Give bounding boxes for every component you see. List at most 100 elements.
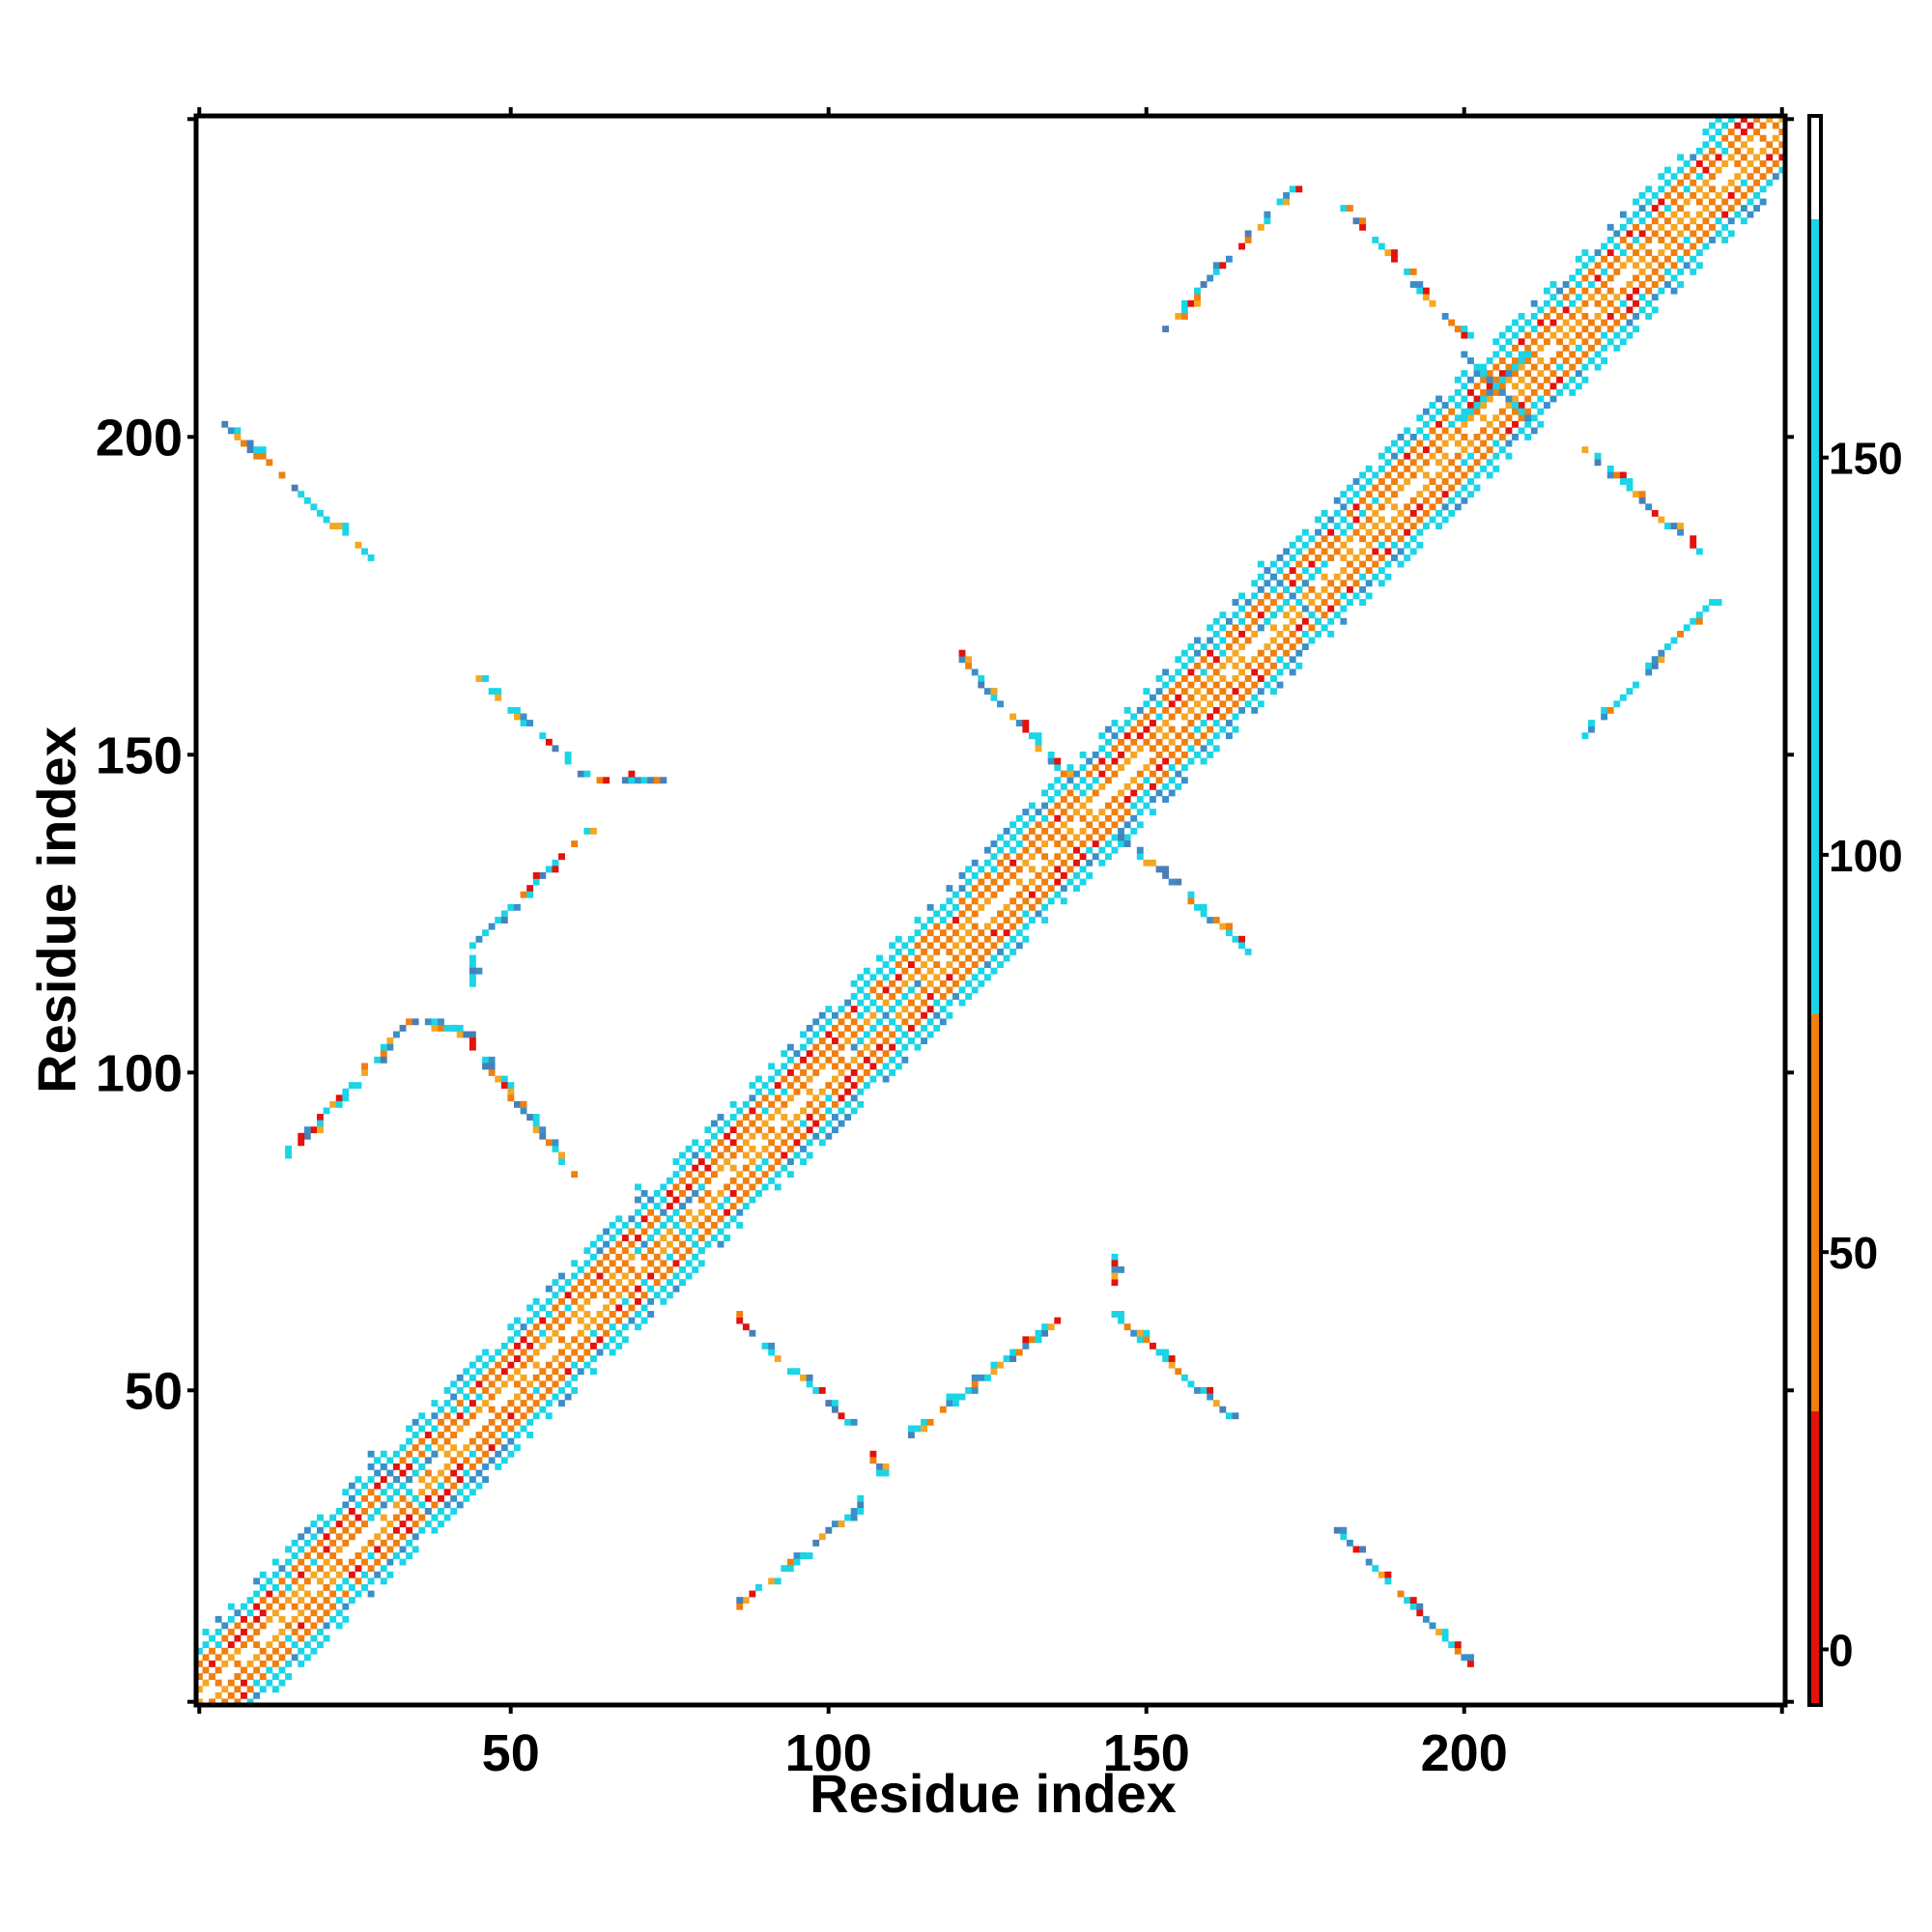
diagonal-cell: [1601, 306, 1608, 314]
x-axis-title: Residue index: [810, 1763, 1177, 1824]
diagonal-cell: [1715, 141, 1722, 149]
contact-cell: [800, 1374, 807, 1381]
diagonal-cell: [469, 1463, 476, 1470]
contact-cell: [1054, 1317, 1062, 1324]
diagonal-cell: [1619, 299, 1627, 307]
diagonal-cell: [552, 1393, 559, 1401]
contact-cell: [1346, 205, 1353, 212]
diagonal-cell: [933, 986, 941, 994]
diagonal-cell: [1645, 185, 1653, 193]
diagonal-cell: [1104, 764, 1112, 772]
diagonal-cell: [1283, 560, 1291, 568]
contact-cell: [1626, 688, 1634, 696]
diagonal-cell: [1695, 198, 1703, 206]
contact-cell: [806, 1374, 813, 1381]
diagonal-cell: [1130, 713, 1138, 721]
diagonal-cell: [520, 1387, 527, 1394]
diagonal-cell: [717, 1215, 724, 1223]
diagonal-cell: [1601, 344, 1608, 352]
diagonal-cell: [1645, 237, 1653, 243]
contact-cell: [1289, 185, 1296, 193]
diagonal-cell: [443, 1425, 451, 1433]
contact-cell: [1136, 1329, 1144, 1337]
diagonal-cell: [1066, 802, 1074, 810]
diagonal-cell: [1225, 706, 1233, 714]
diagonal-cell: [800, 1069, 807, 1076]
diagonal-cell: [202, 1629, 210, 1635]
diagonal-cell: [997, 923, 1004, 930]
diagonal-cell: [475, 1432, 483, 1438]
diagonal-cell: [952, 954, 959, 962]
diagonal-cell: [800, 1145, 807, 1152]
diagonal-cell: [520, 1412, 527, 1420]
diagonal-cell: [1340, 516, 1348, 524]
diagonal-cell: [895, 1037, 902, 1044]
diagonal-cell: [285, 1571, 292, 1578]
contact-cell: [1606, 465, 1614, 472]
contact-cell: [1454, 1641, 1462, 1649]
diagonal-cell: [298, 1571, 305, 1578]
diagonal-cell: [1429, 516, 1436, 524]
diagonal-cell: [342, 1603, 350, 1610]
diagonal-cell: [666, 1292, 673, 1299]
diagonal-cell: [495, 1463, 502, 1470]
diagonal-cell: [571, 1272, 579, 1280]
diagonal-cell: [507, 1437, 515, 1445]
diagonal-cell: [1212, 643, 1220, 651]
diagonal-cell: [596, 1247, 604, 1255]
diagonal-cell: [939, 929, 947, 937]
contact-cell: [914, 1425, 922, 1433]
diagonal-cell: [1747, 160, 1754, 167]
diagonal-cell: [1378, 554, 1385, 561]
diagonal-cell: [882, 1024, 890, 1032]
diagonal-cell: [596, 1285, 604, 1293]
diagonal-cell: [1283, 548, 1291, 555]
diagonal-cell: [1073, 834, 1080, 841]
diagonal-cell: [666, 1190, 673, 1197]
diagonal-cell: [1404, 427, 1411, 435]
contact-cell: [500, 910, 508, 918]
diagonal-cell: [781, 1164, 788, 1172]
diagonal-cell: [469, 1400, 476, 1407]
diagonal-cell: [1575, 331, 1582, 339]
diagonal-cell: [921, 961, 927, 969]
diagonal-cell: [234, 1622, 242, 1630]
cluster-cell: [1461, 351, 1468, 358]
contact-cell: [495, 688, 502, 696]
diagonal-cell: [1740, 191, 1747, 199]
diagonal-cell: [812, 1043, 820, 1051]
contact-cell: [488, 1069, 496, 1076]
diagonal-cell: [1683, 211, 1690, 218]
diagonal-cell: [781, 1050, 788, 1058]
diagonal-cell: [1569, 363, 1577, 371]
cluster-cell: [431, 1514, 439, 1521]
diagonal-cell: [1187, 720, 1195, 726]
diagonal-cell: [1606, 338, 1614, 346]
contact-cell: [514, 903, 521, 911]
diagonal-cell: [1359, 471, 1367, 479]
diagonal-cell: [838, 1006, 845, 1013]
diagonal-cell: [367, 1476, 375, 1483]
diagonal-cell: [857, 1075, 865, 1083]
contact-cell: [1372, 237, 1379, 243]
diagonal-cell: [1092, 814, 1099, 822]
diagonal-cell: [1104, 738, 1112, 746]
contact-cell: [303, 1132, 311, 1140]
diagonal-cell: [1549, 357, 1557, 364]
diagonal-cell: [806, 1063, 813, 1070]
diagonal-cell: [1492, 452, 1500, 460]
diagonal-cell: [424, 1494, 432, 1502]
diagonal-cell: [660, 1247, 668, 1255]
contact-cell: [1187, 891, 1195, 898]
diagonal-cell: [1150, 732, 1156, 740]
diagonal-cell: [1638, 191, 1646, 199]
diagonal-cell: [710, 1132, 718, 1140]
diagonal-cell: [1289, 656, 1296, 664]
diagonal-cell: [348, 1520, 355, 1528]
diagonal-cell: [1505, 338, 1513, 346]
diagonal-cell: [736, 1171, 744, 1179]
diagonal-cell: [933, 1024, 941, 1032]
diagonal-cell: [901, 942, 909, 950]
contact-cell: [1194, 299, 1201, 307]
contact-cell: [1695, 617, 1703, 625]
